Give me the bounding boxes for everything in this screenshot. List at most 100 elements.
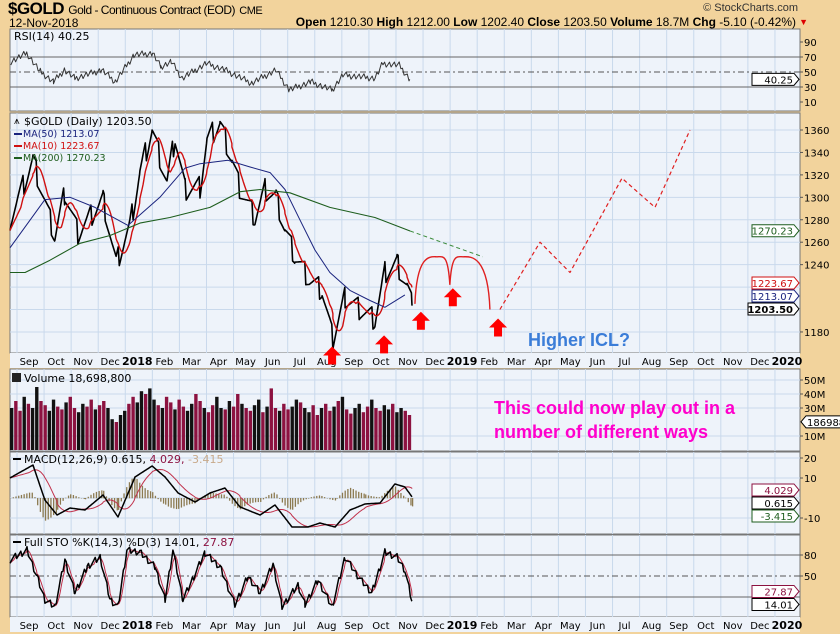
macd-histogram-bar [403,495,405,499]
x-axis-label: Jul [618,357,631,368]
value-tag [751,496,800,510]
macd-histogram-bar [273,492,275,499]
macd-histogram-bar [196,498,198,502]
x-axis-label: Apr [535,357,553,368]
macd-histogram-bar [339,495,341,499]
x-axis-label: Sep [20,357,39,368]
volume-bar [303,408,307,450]
volume-bar [93,409,98,450]
macd-histogram-bar [363,493,365,499]
macd-histogram-bar [300,498,302,503]
x-axis-label: Aug [642,621,662,632]
macd-value: 0.615 [111,453,143,466]
x-axis-label: Mar [507,357,527,368]
x-axis-label: Sep [344,357,363,368]
value-tag-label: 40.25 [764,75,793,86]
volume-bar [43,405,47,450]
volume-icon [12,373,21,382]
volume-bar [127,403,131,450]
macd-histogram-bar [279,498,281,499]
value-tag [751,224,800,238]
x-axis-band [10,617,800,632]
ma200-line [10,188,411,274]
macd-histogram-bar [120,498,122,502]
volume-bar [344,409,349,450]
volume-bar [340,396,345,450]
volume-bar [403,410,407,450]
panel-price [9,112,801,354]
volume-bar [185,410,190,450]
macd-histogram-bar [329,498,331,500]
legend-0: MA(50) 1213.07 [23,129,100,140]
x-axis-label: Oct [372,621,389,632]
copyright[interactable]: © StockCharts.com [703,2,798,14]
macd-histogram-bar [75,496,77,499]
macd-histogram-bar [289,498,292,510]
macd-histogram-bar [310,497,313,499]
volume-bar [190,403,194,450]
x-axis-label: Jun [264,621,281,632]
x-axis-band [10,353,800,368]
x-axis-label: 2019 [447,619,478,632]
x-axis-label: Sep [20,621,39,632]
volume-bar [97,405,102,450]
macd-histogram-bar [105,496,108,499]
macd-histogram-bar [407,498,409,503]
volume-bar [68,396,72,450]
macd-histogram-bar [183,498,185,507]
y-axis-label: 1320 [804,171,829,182]
x-axis-label: Jun [589,357,606,368]
sto-value: , [196,536,203,549]
macd-histogram-bar [34,497,36,499]
volume-bar [391,403,395,450]
chart-date: 12-Nov-2018 [9,16,79,30]
x-axis-label: May [560,621,581,632]
macd-histogram-bar [144,488,146,499]
macd-histogram-bar [20,494,23,499]
macd-line [9,464,413,528]
macd-histogram-bar [318,495,321,499]
macd-histogram-bar [149,491,152,499]
x-axis-label: Feb [155,621,173,632]
value-tag [751,289,800,303]
x-axis-label: Dec [750,357,769,368]
macd-histogram-bar [404,497,407,499]
x-axis-label: Nov [398,357,418,368]
y-axis-label: 10M [804,432,825,443]
macd-histogram-bar [212,493,215,499]
rsi-title: RSI(14) 40.25 [14,30,89,43]
y-axis-label: 10 [804,474,817,485]
volume-bar [277,410,282,450]
y-axis-label: 1180 [804,328,829,339]
value-tag-label: 1270.23 [752,227,793,238]
x-axis-label: Feb [480,357,498,368]
macd-histogram-bar [262,498,265,500]
volume-bar [361,412,366,450]
macd-value: , [143,453,150,466]
volume-bar [315,415,320,450]
macd-histogram-bar [37,498,39,506]
macd-histogram-bar [302,498,305,501]
x-axis-label: 2020 [772,355,803,368]
volume-label: Volume [610,15,653,29]
macd-histogram-bar [173,498,175,509]
macd-histogram-bar [47,498,49,520]
x-axis-label: Oct [697,621,714,632]
volume-bar [198,401,202,450]
value-tag [751,584,800,598]
macd-histogram-bar [220,494,223,499]
macd-histogram-bar [384,493,386,499]
macd-histogram-bar [165,498,167,505]
x-axis-label: Apr [210,357,228,368]
volume-bar [60,409,64,450]
macd-histogram-bar [265,496,267,499]
value-tag-label: 0.615 [764,499,793,510]
macd-histogram-bar [313,496,315,499]
volume-bar [357,403,361,450]
macd-histogram-bar [332,498,334,501]
macd-histogram-bar [101,490,103,499]
x-axis-label: Sep [669,357,688,368]
x-axis-label: Feb [480,621,498,632]
volume-bar [131,396,135,450]
